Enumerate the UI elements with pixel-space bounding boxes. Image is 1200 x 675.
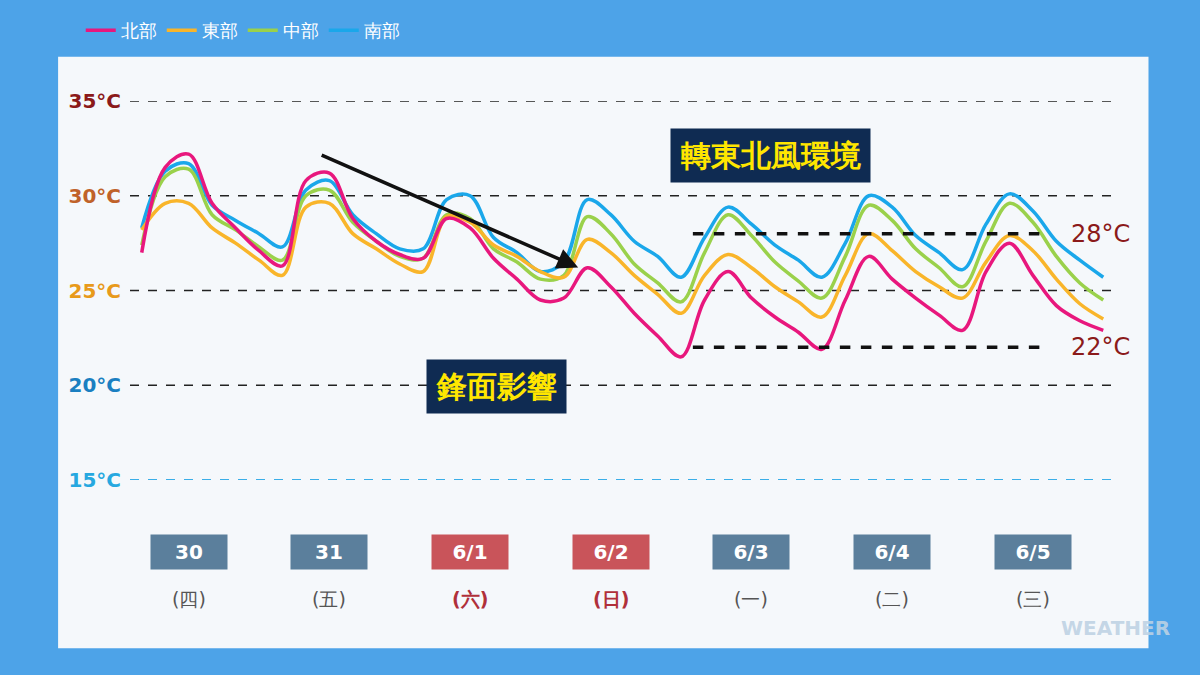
svg-text:6/3: 6/3 xyxy=(733,540,768,564)
svg-text:30°C: 30°C xyxy=(68,184,121,208)
svg-text:(五): (五) xyxy=(312,588,346,610)
svg-text:(四): (四) xyxy=(172,588,206,610)
svg-text:6/1: 6/1 xyxy=(452,540,487,564)
svg-text:鋒面影響: 鋒面影響 xyxy=(436,369,557,404)
svg-text:22°C: 22°C xyxy=(1071,333,1130,361)
svg-text:35°C: 35°C xyxy=(68,89,121,113)
svg-text:轉東北風環境: 轉東北風環境 xyxy=(680,138,861,173)
svg-text:25°C: 25°C xyxy=(68,279,121,303)
svg-text:(日): (日) xyxy=(593,588,629,610)
svg-text:南部: 南部 xyxy=(364,20,400,41)
svg-text:北部: 北部 xyxy=(121,20,157,41)
svg-text:(二): (二) xyxy=(875,588,909,610)
svg-text:(一): (一) xyxy=(734,588,768,610)
svg-text:6/2: 6/2 xyxy=(593,540,628,564)
svg-text:WEATHER: WEATHER xyxy=(1061,616,1170,640)
svg-text:東部: 東部 xyxy=(202,20,238,41)
svg-text:(三): (三) xyxy=(1016,588,1050,610)
svg-text:30: 30 xyxy=(175,540,203,564)
svg-text:20°C: 20°C xyxy=(68,373,121,397)
svg-text:31: 31 xyxy=(315,540,343,564)
svg-text:(六): (六) xyxy=(452,588,488,610)
svg-text:15°C: 15°C xyxy=(68,468,121,492)
svg-text:6/4: 6/4 xyxy=(874,540,909,564)
svg-text:6/5: 6/5 xyxy=(1015,540,1050,564)
svg-text:28°C: 28°C xyxy=(1071,220,1130,248)
svg-text:中部: 中部 xyxy=(283,20,319,41)
